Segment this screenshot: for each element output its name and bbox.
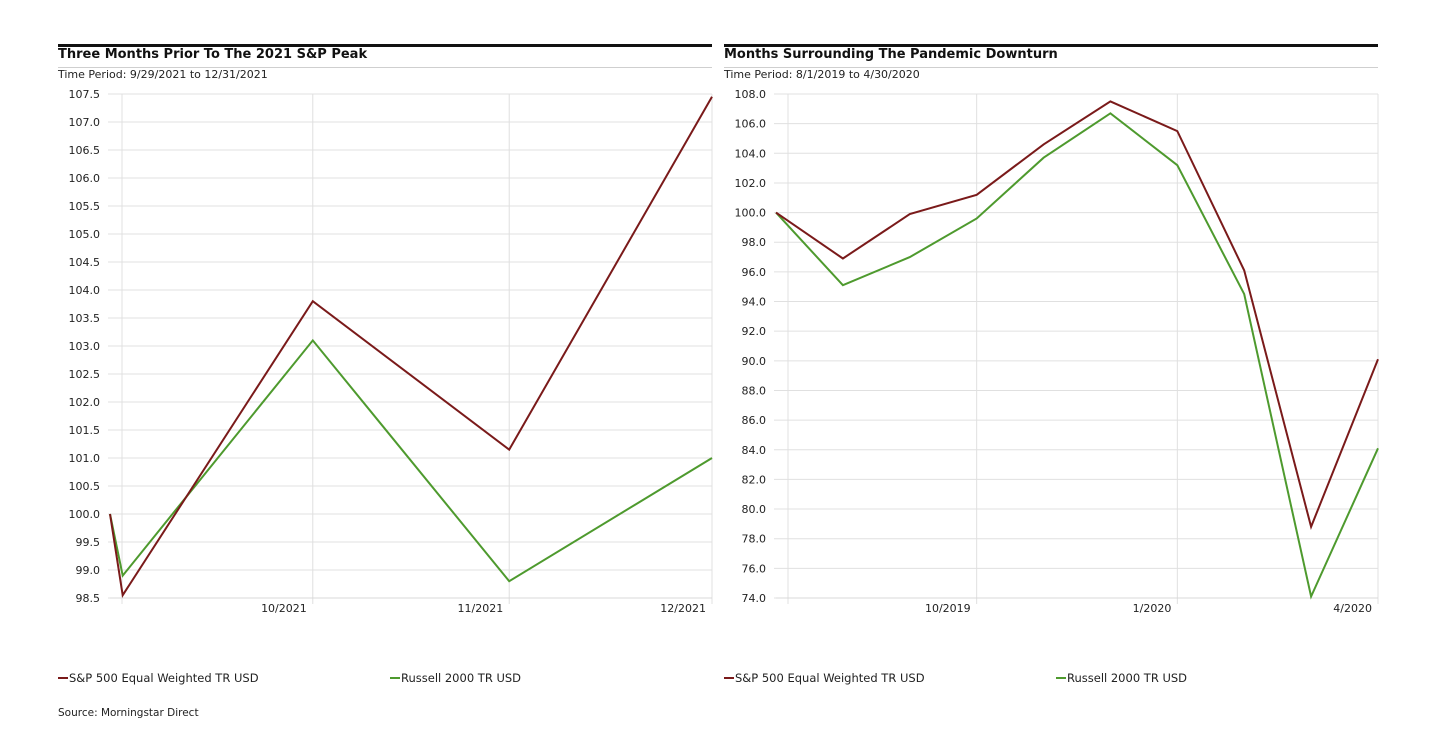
y-tick-label: 94.0 bbox=[742, 296, 767, 309]
y-tick-label: 84.0 bbox=[742, 444, 767, 457]
chart-title: Three Months Prior To The 2021 S&P Peak bbox=[58, 47, 368, 62]
y-tick-label: 105.0 bbox=[69, 228, 101, 241]
x-tick-label: 4/2020 bbox=[1333, 602, 1372, 615]
y-tick-label: 107.5 bbox=[69, 88, 101, 101]
legend-swatch bbox=[1056, 676, 1066, 679]
legend-label: S&P 500 Equal Weighted TR USD bbox=[735, 671, 925, 685]
legend-label: Russell 2000 TR USD bbox=[1067, 671, 1188, 685]
legend-swatch bbox=[58, 676, 68, 679]
y-tick-label: 105.5 bbox=[69, 200, 101, 213]
legend-item: S&P 500 Equal Weighted TR USD bbox=[58, 671, 259, 685]
y-tick-label: 100.0 bbox=[735, 207, 767, 220]
y-tick-label: 78.0 bbox=[742, 533, 767, 546]
y-tick-label: 101.0 bbox=[69, 452, 101, 465]
chart-title: Months Surrounding The Pandemic Downturn bbox=[724, 47, 1058, 62]
line-chart: 107.5 107.0 106.5 106.0 105.5 105.0 104.5 104.0… bbox=[69, 88, 713, 615]
y-tick-label: 102.0 bbox=[735, 177, 767, 190]
legend-label: S&P 500 Equal Weighted TR USD bbox=[69, 671, 259, 685]
x-tick-label: 10/2019 bbox=[925, 602, 971, 615]
y-tick-label: 104.0 bbox=[69, 284, 101, 297]
chart-subtitle: Time Period: 8/1/2019 to 4/30/2020 bbox=[724, 68, 920, 81]
y-tick-label: 106.5 bbox=[69, 144, 101, 157]
y-tick-label: 82.0 bbox=[742, 473, 767, 486]
series-line bbox=[109, 338, 713, 583]
y-tick-label: 86.0 bbox=[742, 414, 767, 427]
y-tick-label: 98.5 bbox=[76, 592, 101, 605]
y-tick-label: 103.5 bbox=[69, 312, 101, 325]
chart-panel-right: Months Surrounding The Pandemic Downturn… bbox=[718, 0, 1436, 739]
y-tick-label: 98.0 bbox=[742, 236, 767, 249]
x-tick-label: 1/2020 bbox=[1133, 602, 1172, 615]
title-rule bbox=[58, 44, 712, 47]
chart-panel-left: Three Months Prior To The 2021 S&P Peak … bbox=[58, 44, 713, 719]
legend-swatch bbox=[390, 676, 400, 679]
legend-item: Russell 2000 TR USD bbox=[1056, 671, 1187, 685]
series-line bbox=[775, 100, 1379, 530]
y-tick-label: 74.0 bbox=[742, 592, 767, 605]
x-tick-label: 10/2021 bbox=[261, 602, 307, 615]
y-tick-label: 107.0 bbox=[69, 116, 101, 129]
y-tick-label: 102.0 bbox=[69, 396, 101, 409]
title-divider bbox=[724, 67, 1378, 68]
y-tick-label: 104.0 bbox=[735, 147, 767, 160]
series-line bbox=[109, 96, 713, 598]
legend-item: S&P 500 Equal Weighted TR USD bbox=[724, 671, 925, 685]
y-tick-label: 104.5 bbox=[69, 256, 101, 269]
y-tick-label: 76.0 bbox=[742, 562, 767, 575]
line-chart: 108.0 106.0 104.0 102.0 100.0 98.0 96.0 94.0 92.… bbox=[735, 88, 1379, 615]
legend-item: Russell 2000 TR USD bbox=[390, 671, 521, 685]
y-tick-label: 100.0 bbox=[69, 508, 101, 521]
chart-subtitle: Time Period: 9/29/2021 to 12/31/2021 bbox=[58, 68, 268, 81]
legend-label: Russell 2000 TR USD bbox=[401, 671, 522, 685]
y-tick-label: 92.0 bbox=[742, 325, 767, 338]
y-tick-label: 80.0 bbox=[742, 503, 767, 516]
y-tick-label: 108.0 bbox=[735, 88, 767, 101]
y-tick-label: 99.0 bbox=[76, 564, 101, 577]
title-divider bbox=[58, 67, 712, 68]
source-note: Source: Morningstar Direct bbox=[58, 707, 199, 719]
series-line bbox=[775, 112, 1379, 600]
y-tick-label: 96.0 bbox=[742, 266, 767, 279]
y-tick-label: 88.0 bbox=[742, 384, 767, 397]
y-tick-label: 99.5 bbox=[76, 536, 101, 549]
y-tick-label: 90.0 bbox=[742, 355, 767, 368]
y-tick-label: 102.5 bbox=[69, 368, 101, 381]
legend-swatch bbox=[724, 676, 734, 679]
x-tick-label: 11/2021 bbox=[458, 602, 504, 615]
title-rule bbox=[724, 44, 1378, 47]
y-tick-label: 106.0 bbox=[69, 172, 101, 185]
y-tick-label: 101.5 bbox=[69, 424, 101, 437]
y-tick-label: 100.5 bbox=[69, 480, 101, 493]
y-tick-label: 106.0 bbox=[735, 118, 767, 131]
y-tick-label: 103.0 bbox=[69, 340, 101, 353]
x-tick-label: 12/2021 bbox=[660, 602, 706, 615]
